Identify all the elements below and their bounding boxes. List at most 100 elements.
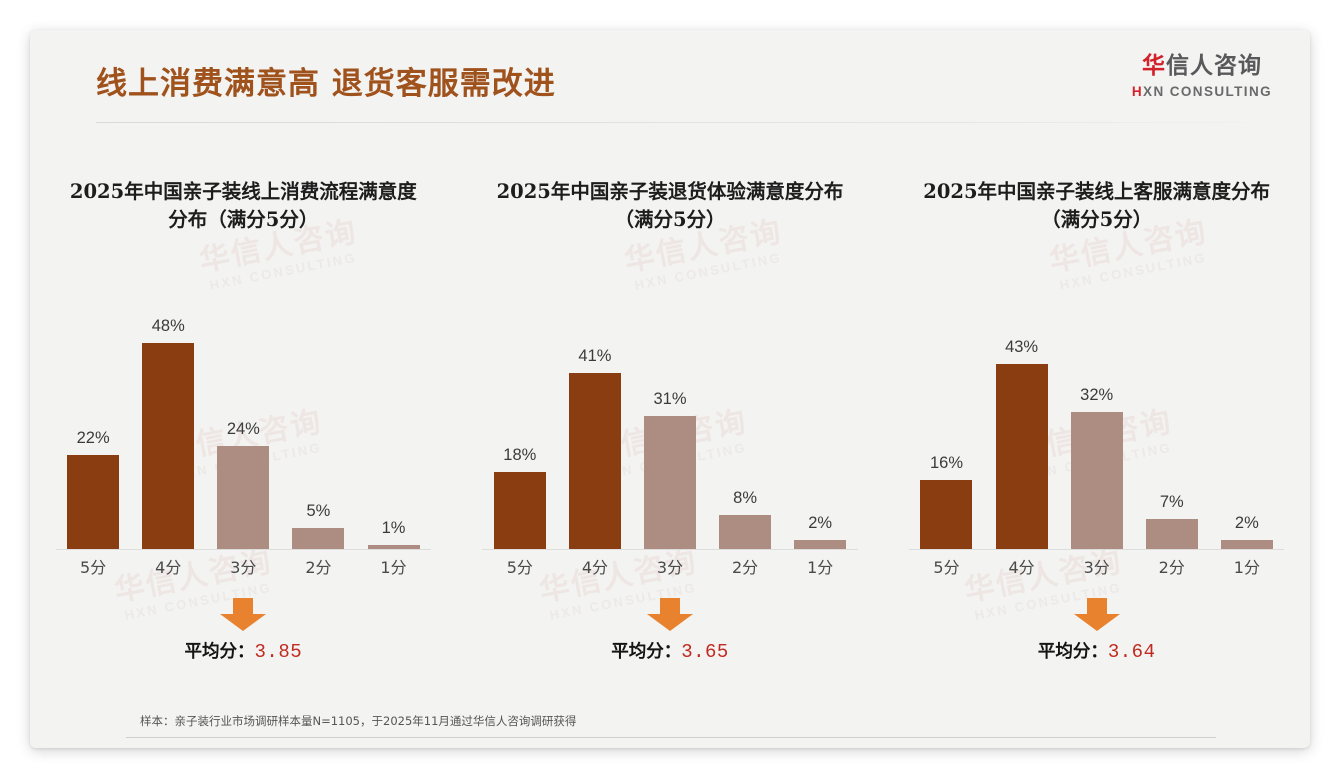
chart-panel: 2025年中国亲子装线上客服满意度分布（满分5分） 16% 43% 32% — [883, 150, 1310, 670]
slide-header: 线上消费满意高 退货客服需改进 华信人咨询 HXN CONSULTING — [30, 30, 1310, 122]
bars-container: 16% 43% 32% 7% — [909, 309, 1284, 549]
bar-rect — [644, 415, 696, 549]
axis-tick-label: 3分 — [1083, 558, 1110, 577]
header-divider — [96, 122, 1246, 123]
down-arrow-icon — [1072, 598, 1122, 632]
average-label: 平均分： — [1037, 642, 1108, 662]
chart-title: 2025年中国亲子装线上消费流程满意度分布（满分5分） — [69, 180, 417, 231]
bar-item: 24% — [206, 309, 281, 549]
logo-chinese-text: 华信人咨询 — [1132, 55, 1272, 78]
bar-value-label: 43% — [1005, 338, 1039, 357]
bar-rect — [67, 454, 120, 549]
bar-rect — [142, 343, 195, 549]
bar-rect — [1070, 411, 1123, 549]
bar-rect — [995, 364, 1048, 549]
bar-value-label: 18% — [503, 445, 537, 464]
bar-item: 32% — [1059, 309, 1134, 549]
bar-chart-plot: 16% 43% 32% 7% — [908, 309, 1285, 550]
bar-chart-plot: 22% 48% 24% 5% — [55, 309, 432, 550]
bar-value-label: 16% — [929, 454, 963, 473]
bar-chart-plot: 18% 41% 31% 8% — [482, 309, 858, 550]
axis-tick-label: 5分 — [80, 558, 107, 577]
axis-tick-label: 5分 — [506, 558, 533, 577]
axis-baseline — [482, 549, 858, 550]
source-footnote: 样本：亲子装行业市场调研样本量N=1105，于2025年11月通过华信人咨询调研… — [140, 714, 577, 728]
bars-container: 22% 48% 24% 5% — [56, 309, 431, 549]
slide-canvas: 华信人咨询 HXN CONSULTING 华信人咨询 HXN CONSULTIN… — [30, 30, 1310, 748]
bar-item: 18% — [482, 309, 557, 549]
axis-tick-label: 1分 — [1233, 558, 1260, 577]
copyright-text: ©2026.1 HXR华信人咨询 — [130, 745, 279, 748]
bar-rect — [217, 446, 270, 549]
axis-tick-label: 4分 — [581, 558, 608, 577]
bar-value-label: 1% — [381, 518, 406, 537]
x-axis-labels: 5分 4分 3分 2分 1分 — [482, 554, 857, 578]
axis-tick-label: 1分 — [807, 558, 834, 577]
axis-tick-label: 3分 — [656, 558, 684, 577]
average-value: 3.85 — [254, 641, 303, 663]
bar-rect — [719, 514, 772, 549]
axis-tick-label: 2分 — [1158, 558, 1185, 577]
axis-tick-label: 5分 — [933, 558, 960, 577]
bar-item: 5% — [281, 309, 356, 549]
axis-baseline — [55, 549, 432, 550]
footer-divider — [126, 737, 1216, 738]
average-score: 平均分：3.64 — [883, 638, 1310, 663]
bar-item: 43% — [984, 309, 1059, 549]
axis-tick-label: 4分 — [1008, 558, 1035, 577]
average-label: 平均分： — [611, 642, 682, 662]
bar-item: 16% — [909, 309, 984, 549]
bar-value-label: 7% — [1159, 492, 1184, 511]
average-label: 平均分： — [184, 642, 255, 662]
average-value: 3.64 — [1107, 641, 1156, 663]
axis-tick-label: 2分 — [305, 558, 332, 577]
charts-row: 2025年中国亲子装线上消费流程满意度分布（满分5分） 22% 48% 24% — [30, 150, 1310, 670]
bar-item: 8% — [708, 309, 783, 549]
logo-en-accent: H — [1131, 84, 1144, 99]
bar-value-label: 8% — [733, 488, 758, 507]
bar-item: 22% — [56, 309, 131, 549]
bar-value-label: 22% — [76, 428, 110, 447]
axis-tick-label: 3分 — [230, 558, 257, 577]
axis-baseline — [908, 549, 1285, 550]
bar-rect — [794, 540, 847, 549]
bar-item: 1% — [356, 309, 431, 549]
axis-tick-label: 2分 — [732, 558, 759, 577]
chart-title: 2025年中国亲子装退货体验满意度分布（满分5分） — [496, 180, 844, 231]
bar-value-label: 2% — [1234, 514, 1259, 533]
bars-container: 18% 41% 31% 8% — [482, 309, 857, 549]
company-logo: 华信人咨询 HXN CONSULTING — [1132, 55, 1272, 99]
chart-panel: 2025年中国亲子装退货体验满意度分布（满分5分） 18% 41% 31% — [457, 150, 884, 670]
x-axis-labels: 5分 4分 3分 2分 1分 — [909, 554, 1284, 578]
average-score: 平均分：3.65 — [457, 638, 884, 663]
bar-item: 41% — [557, 309, 632, 549]
bar-item: 2% — [1209, 309, 1284, 549]
down-arrow-icon — [218, 598, 268, 632]
logo-rest-chars: 信人咨询 — [1165, 53, 1262, 79]
bar-value-label: 2% — [808, 514, 833, 533]
bar-item: 7% — [1134, 309, 1209, 549]
bar-item: 48% — [131, 309, 206, 549]
bar-value-label: 41% — [578, 347, 612, 366]
bar-value-label: 5% — [306, 501, 331, 520]
average-score: 平均分：3.85 — [30, 638, 457, 663]
logo-accent-char: 华 — [1141, 53, 1166, 79]
page-title: 线上消费满意高 退货客服需改进 — [96, 66, 556, 102]
axis-tick-label: 4分 — [155, 558, 182, 577]
x-axis-labels: 5分 4分 3分 2分 1分 — [56, 554, 431, 578]
bar-value-label: 31% — [653, 389, 687, 408]
bar-value-label: 24% — [226, 420, 260, 438]
bar-rect — [1220, 540, 1273, 549]
chart-title: 2025年中国亲子装线上客服满意度分布（满分5分） — [923, 180, 1271, 231]
bar-rect — [493, 471, 546, 549]
axis-tick-label: 1分 — [380, 558, 407, 577]
bar-value-label: 32% — [1080, 385, 1114, 404]
website-url: www.hxrcon.com — [1127, 746, 1218, 748]
down-arrow-icon — [645, 598, 695, 632]
bar-rect — [568, 373, 621, 549]
bar-rect — [367, 544, 420, 549]
bar-rect — [1145, 518, 1198, 549]
bar-rect — [292, 527, 345, 549]
bar-item: 31% — [632, 309, 707, 549]
bar-value-label: 48% — [151, 317, 185, 335]
